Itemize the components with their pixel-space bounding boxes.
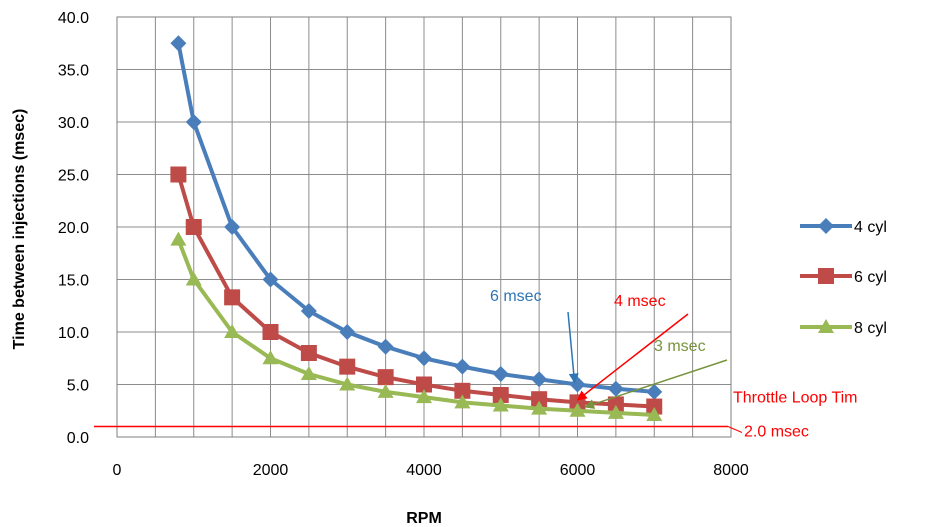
data-point-4-cyl xyxy=(300,303,317,319)
data-point-4-cyl xyxy=(377,338,394,355)
reference-line-group: Throttle Loop Tim 2.0 msec xyxy=(94,390,858,441)
data-point-6-cyl xyxy=(646,398,663,415)
plot-area-border xyxy=(116,16,732,438)
data-point-4-cyl xyxy=(416,350,432,367)
series-line-4-cyl xyxy=(176,42,655,394)
legend-marker-4-cyl xyxy=(818,218,834,234)
y-tick-label: 30.0 xyxy=(58,115,89,132)
annotations: 6 msec 4 msec 3 msec xyxy=(490,288,728,409)
x-tick-label: 2000 xyxy=(253,462,289,479)
reference-value-label: 2.0 msec xyxy=(744,424,809,441)
data-point-6-cyl xyxy=(377,369,394,386)
data-point-4-cyl xyxy=(454,358,471,375)
data-point-6-cyl xyxy=(454,382,471,399)
annotation-arrow xyxy=(584,359,728,409)
data-point-8-cyl xyxy=(339,376,356,391)
y-axis-title: Time between injections (msec) xyxy=(11,109,28,350)
data-point-8-cyl xyxy=(416,389,432,404)
annotation-label: 6 msec xyxy=(490,288,542,305)
annotation-label: 4 msec xyxy=(614,293,666,310)
data-point-8-cyl xyxy=(262,350,279,365)
x-tick-label: 0 xyxy=(113,462,122,479)
series-lines xyxy=(170,35,663,421)
y-tick-label: 0.0 xyxy=(67,430,89,447)
data-point-8-cyl xyxy=(492,397,509,412)
y-tick-label: 40.0 xyxy=(58,10,89,27)
legend-label-8-cyl: 8 cyl xyxy=(854,320,887,337)
data-point-6-cyl xyxy=(531,391,548,408)
data-point-4-cyl xyxy=(646,383,663,400)
legend-marker-6-cyl xyxy=(818,268,834,284)
data-point-6-cyl xyxy=(300,345,317,361)
annotation-label: 3 msec xyxy=(654,338,706,355)
data-point-6-cyl xyxy=(339,358,356,375)
legend-label-4-cyl: 4 cyl xyxy=(854,219,887,236)
data-point-8-cyl xyxy=(569,402,586,417)
data-point-6-cyl xyxy=(607,396,624,413)
y-tick-label: 10.0 xyxy=(58,325,89,342)
y-tick-label: 20.0 xyxy=(58,220,89,237)
data-point-4-cyl xyxy=(262,271,279,288)
data-point-8-cyl xyxy=(377,383,394,398)
data-point-8-cyl xyxy=(454,394,471,409)
x-tick-label: 8000 xyxy=(713,462,749,479)
y-tick-label: 35.0 xyxy=(58,63,89,80)
data-point-4-cyl xyxy=(492,366,509,382)
data-point-6-cyl xyxy=(492,387,509,403)
data-point-4-cyl xyxy=(185,114,202,130)
axes: 0.0 5.0 10.0 15.0 20.0 25.0 30.0 35.0 40.0 0 2000 4… xyxy=(58,10,749,479)
series-line-6-cyl xyxy=(176,173,655,409)
data-point-8-cyl xyxy=(224,324,241,338)
y-tick-label: 15.0 xyxy=(58,273,89,290)
x-tick-label: 6000 xyxy=(560,462,596,479)
annotation-arrow xyxy=(576,313,689,401)
x-tick-label: 4000 xyxy=(406,462,442,479)
y-tick-label: 25.0 xyxy=(58,168,89,185)
data-point-6-cyl xyxy=(262,324,279,340)
reference-label-leader xyxy=(727,426,743,433)
data-point-6-cyl xyxy=(224,289,241,306)
data-point-6-cyl xyxy=(170,166,187,183)
data-point-4-cyl xyxy=(170,35,187,52)
legend: 4 cyl 6 cyl 8 cyl xyxy=(800,218,887,337)
y-tick-label: 5.0 xyxy=(67,378,89,395)
data-point-4-cyl xyxy=(607,380,624,397)
data-point-8-cyl xyxy=(646,406,663,421)
data-point-6-cyl xyxy=(185,219,202,235)
data-point-4-cyl xyxy=(569,376,586,393)
data-point-4-cyl xyxy=(339,324,356,340)
data-point-8-cyl xyxy=(531,400,548,415)
grid-lines xyxy=(116,16,732,438)
data-point-8-cyl xyxy=(170,231,187,246)
data-point-8-cyl xyxy=(607,404,624,419)
annotation-arrow xyxy=(567,311,579,384)
data-point-4-cyl xyxy=(224,219,241,235)
legend-marker-8-cyl xyxy=(818,319,834,333)
data-point-4-cyl xyxy=(531,371,548,388)
legend-label-6-cyl: 6 cyl xyxy=(854,269,887,286)
data-point-8-cyl xyxy=(300,366,317,380)
data-point-6-cyl xyxy=(416,376,432,393)
data-point-8-cyl xyxy=(185,271,202,286)
x-axis-title: RPM xyxy=(406,510,442,527)
reference-label: Throttle Loop Tim xyxy=(733,390,858,407)
